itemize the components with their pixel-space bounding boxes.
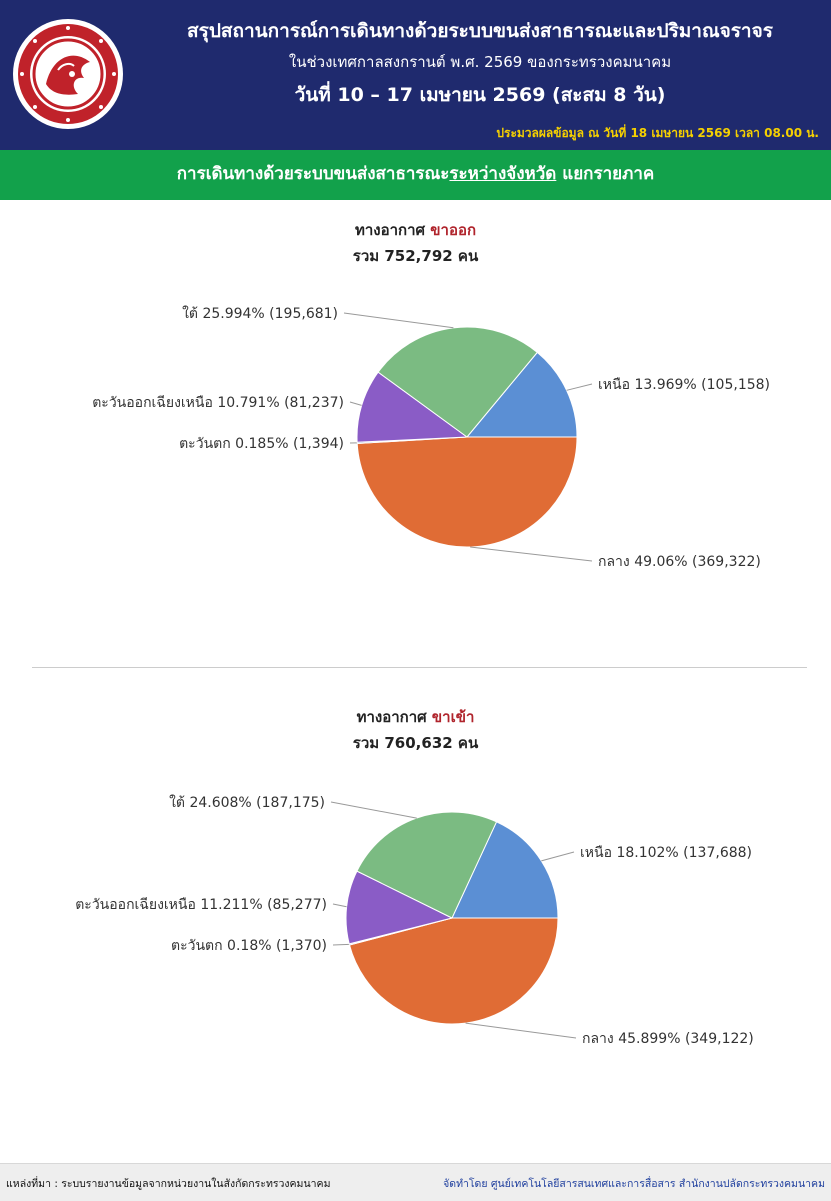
footer-credit: จัดทำโดย ศูนย์เทคโนโลยีสารสนเทศและการสื่… <box>443 1175 825 1192</box>
section-title-underlined: ระหว่างจังหวัด <box>449 164 556 184</box>
report-title: สรุปสถานการณ์การเดินทางด้วยระบบขนส่งสาธา… <box>140 16 820 46</box>
chart-divider <box>32 667 807 668</box>
leader-line-northeast <box>350 402 362 405</box>
section-title-suffix: แยกรายภาค <box>556 164 654 184</box>
leader-line-west <box>333 944 349 945</box>
chart-inbound-title-highlight: ขาเข้า <box>432 708 474 726</box>
leader-line-central <box>470 547 592 561</box>
report-date-range: วันที่ 10 – 17 เมษายน 2569 (สะสม 8 วัน) <box>140 80 820 110</box>
leader-line-south <box>344 313 453 328</box>
pie-label-north: เหนือ 18.102% (137,688) <box>580 845 752 861</box>
chart-outbound-title-prefix: ทางอากาศ <box>355 221 425 239</box>
pie-label-south: ใต้ 25.994% (195,681) <box>182 305 338 322</box>
pie-label-northeast: ตะวันออกเฉียงเหนือ 10.791% (81,237) <box>92 395 344 411</box>
chart-inbound-title: ทางอากาศ ขาเข้า <box>0 705 831 729</box>
ministry-seal-icon <box>12 18 124 130</box>
pie-label-west: ตะวันตก 0.18% (1,370) <box>171 938 327 954</box>
chart-inbound-total: รวม 760,632 คน <box>0 731 831 755</box>
pie-label-central: กลาง 45.899% (349,122) <box>582 1031 754 1047</box>
chart-outbound-title-highlight: ขาออก <box>430 221 476 239</box>
report-subtitle: ในช่วงเทศกาลสงกรานต์ พ.ศ. 2569 ของกระทรว… <box>140 50 820 74</box>
pie-chart-inbound: เหนือ 18.102% (137,688) กลาง 45.899% (349… <box>0 770 831 1100</box>
pie-slice-central <box>357 437 577 547</box>
processed-timestamp: ประมวลผลข้อมูล ณ วันที่ 18 เมษายน 2569 เ… <box>496 124 819 143</box>
chart-inbound-title-prefix: ทางอากาศ <box>357 708 427 726</box>
section-title-prefix: การเดินทางด้วยระบบขนส่งสาธารณะ <box>177 164 450 184</box>
leader-line-central <box>466 1023 576 1038</box>
leader-line-south <box>331 802 417 818</box>
leader-line-northeast <box>333 904 347 907</box>
leader-line-north <box>541 852 574 861</box>
pie-label-central: กลาง 49.06% (369,322) <box>598 554 761 570</box>
leader-line-north <box>567 384 592 390</box>
pie-label-north: เหนือ 13.969% (105,158) <box>598 377 770 393</box>
pie-chart-outbound: เหนือ 13.969% (105,158) กลาง 49.06% (369,… <box>0 280 831 630</box>
pie-label-south: ใต้ 24.608% (187,175) <box>169 794 325 811</box>
chart-outbound-title: ทางอากาศ ขาออก <box>0 218 831 242</box>
footer: แหล่งที่มา : ระบบรายงานข้อมูลจากหน่วยงาน… <box>0 1163 831 1201</box>
chart-outbound-total: รวม 752,792 คน <box>0 244 831 268</box>
pie-label-west: ตะวันตก 0.185% (1,394) <box>179 436 344 452</box>
pie-label-northeast: ตะวันออกเฉียงเหนือ 11.211% (85,277) <box>75 897 327 913</box>
section-title: การเดินทางด้วยระบบขนส่งสาธารณะระหว่างจัง… <box>0 150 831 200</box>
report-header: สรุปสถานการณ์การเดินทางด้วยระบบขนส่งสาธา… <box>0 0 831 150</box>
footer-source: แหล่งที่มา : ระบบรายงานข้อมูลจากหน่วยงาน… <box>6 1175 331 1192</box>
